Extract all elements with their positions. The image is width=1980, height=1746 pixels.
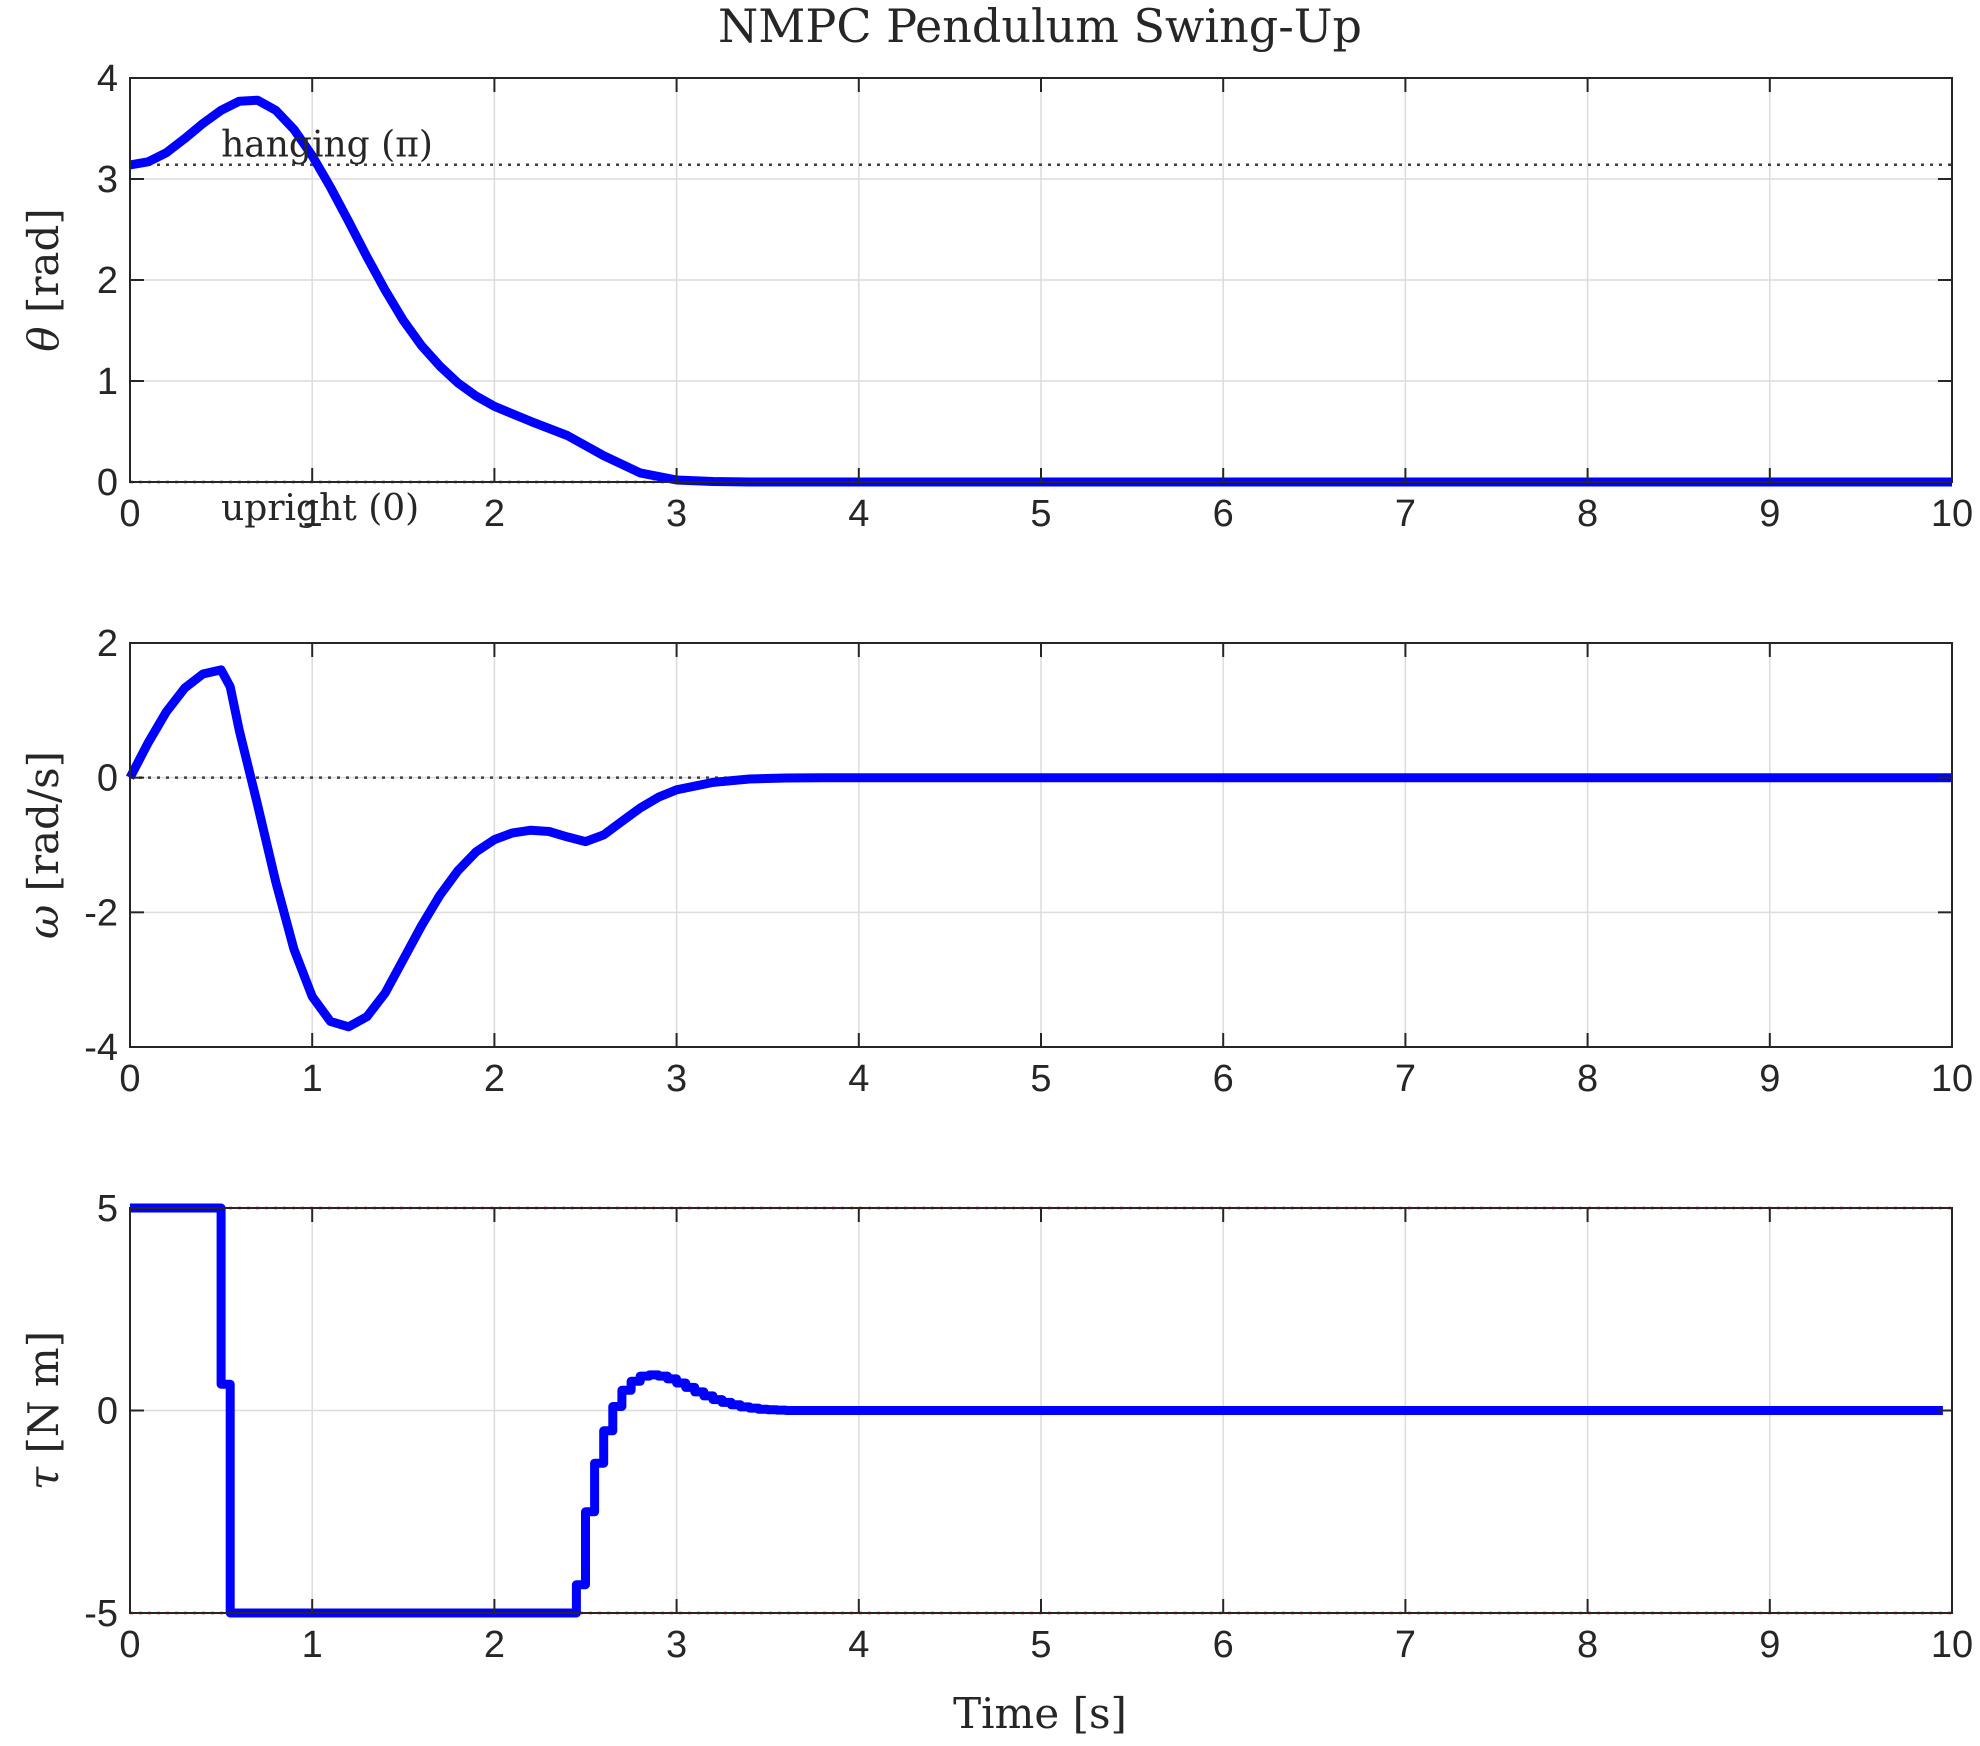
omega-x-tick-label: 5 [1030, 1058, 1051, 1100]
tau-y-axis-unit: [N m] [19, 1331, 68, 1467]
tau-x-tick-label: 1 [302, 1624, 323, 1666]
tau-x-tick-label: 9 [1759, 1624, 1780, 1666]
theta-x-tick-label: 5 [1030, 493, 1051, 535]
tau-y-tick-label: 0 [97, 1391, 118, 1433]
theta-x-tick-label: 9 [1759, 493, 1780, 535]
omega-x-tick-label: 6 [1213, 1058, 1234, 1100]
omega-x-tick-label: 8 [1577, 1058, 1598, 1100]
theta-y-axis-label: θ [rad] [19, 208, 68, 351]
theta-y-axis-symbol: θ [19, 326, 68, 351]
omega-y-axis-unit: [rad/s] [19, 751, 68, 905]
tau-y-axis-symbol: τ [19, 1466, 68, 1490]
theta-x-tick-label: 6 [1213, 493, 1234, 535]
theta-y-axis-unit: [rad] [19, 208, 68, 326]
omega-y-tick-label: 2 [97, 623, 118, 665]
tau-x-tick-label: 7 [1395, 1624, 1416, 1666]
theta-y-tick-label: 2 [97, 260, 118, 302]
omega-y-tick-label: -4 [84, 1027, 118, 1069]
omega-x-tick-label: 4 [848, 1058, 869, 1100]
tau-x-tick-label: 8 [1577, 1624, 1598, 1666]
theta-y-tick-label: 0 [97, 462, 118, 504]
tau-x-tick-label: 10 [1931, 1624, 1973, 1666]
omega-y-tick-label: 0 [97, 758, 118, 800]
theta-y-tick-label: 4 [97, 58, 118, 100]
theta-reference-label: hanging (π) [221, 125, 433, 166]
omega-x-tick-label: 10 [1931, 1058, 1973, 1100]
tau-x-tick-label: 0 [119, 1624, 140, 1666]
tau-y-tick-label: 5 [97, 1188, 118, 1230]
tau-series-line [130, 1203, 1943, 1618]
theta-x-tick-label: 1 [302, 493, 323, 535]
tau-y-tick-label: -5 [84, 1593, 118, 1635]
omega-x-tick-label: 9 [1759, 1058, 1780, 1100]
omega-x-tick-label: 1 [302, 1058, 323, 1100]
tau-x-tick-label: 2 [484, 1624, 505, 1666]
theta-reference-label: upright (0) [221, 488, 419, 529]
tau-x-tick-label: 4 [848, 1624, 869, 1666]
omega-series-line [126, 665, 1952, 1032]
theta-y-tick-label: 1 [97, 361, 118, 403]
omega-x-tick-label: 7 [1395, 1058, 1416, 1100]
tau-y-axis-label: τ [N m] [19, 1331, 68, 1490]
figure-title: NMPC Pendulum Swing-Up [718, 0, 1362, 53]
x-axis-label: Time [s] [953, 1689, 1127, 1738]
omega-x-tick-label: 3 [666, 1058, 687, 1100]
theta-axes: hanging (π) upright (0) 0 1 2 3 4 5 6 7 8 9 10 0 1 2 3 4 θ… [19, 58, 1973, 535]
omega-x-tick-label: 2 [484, 1058, 505, 1100]
omega-y-axis-label: ω [rad/s] [19, 751, 68, 939]
omega-y-axis-symbol: ω [19, 905, 68, 939]
theta-x-tick-label: 0 [119, 493, 140, 535]
omega-x-tick-label: 0 [119, 1058, 140, 1100]
omega-y-tick-label: -2 [84, 892, 118, 934]
theta-x-tick-label: 7 [1395, 493, 1416, 535]
theta-y-tick-label: 3 [97, 159, 118, 201]
tau-x-tick-label: 3 [666, 1624, 687, 1666]
theta-x-tick-label: 10 [1931, 493, 1973, 535]
theta-x-tick-label: 8 [1577, 493, 1598, 535]
tau-x-tick-label: 5 [1030, 1624, 1051, 1666]
theta-x-tick-label: 2 [484, 493, 505, 535]
omega-axes: 0 1 2 3 4 5 6 7 8 9 10 -4 -2 0 2 ω [rad/s] [19, 623, 1973, 1100]
theta-x-tick-label: 4 [848, 493, 869, 535]
theta-x-tick-label: 3 [666, 493, 687, 535]
tau-x-tick-label: 6 [1213, 1624, 1234, 1666]
